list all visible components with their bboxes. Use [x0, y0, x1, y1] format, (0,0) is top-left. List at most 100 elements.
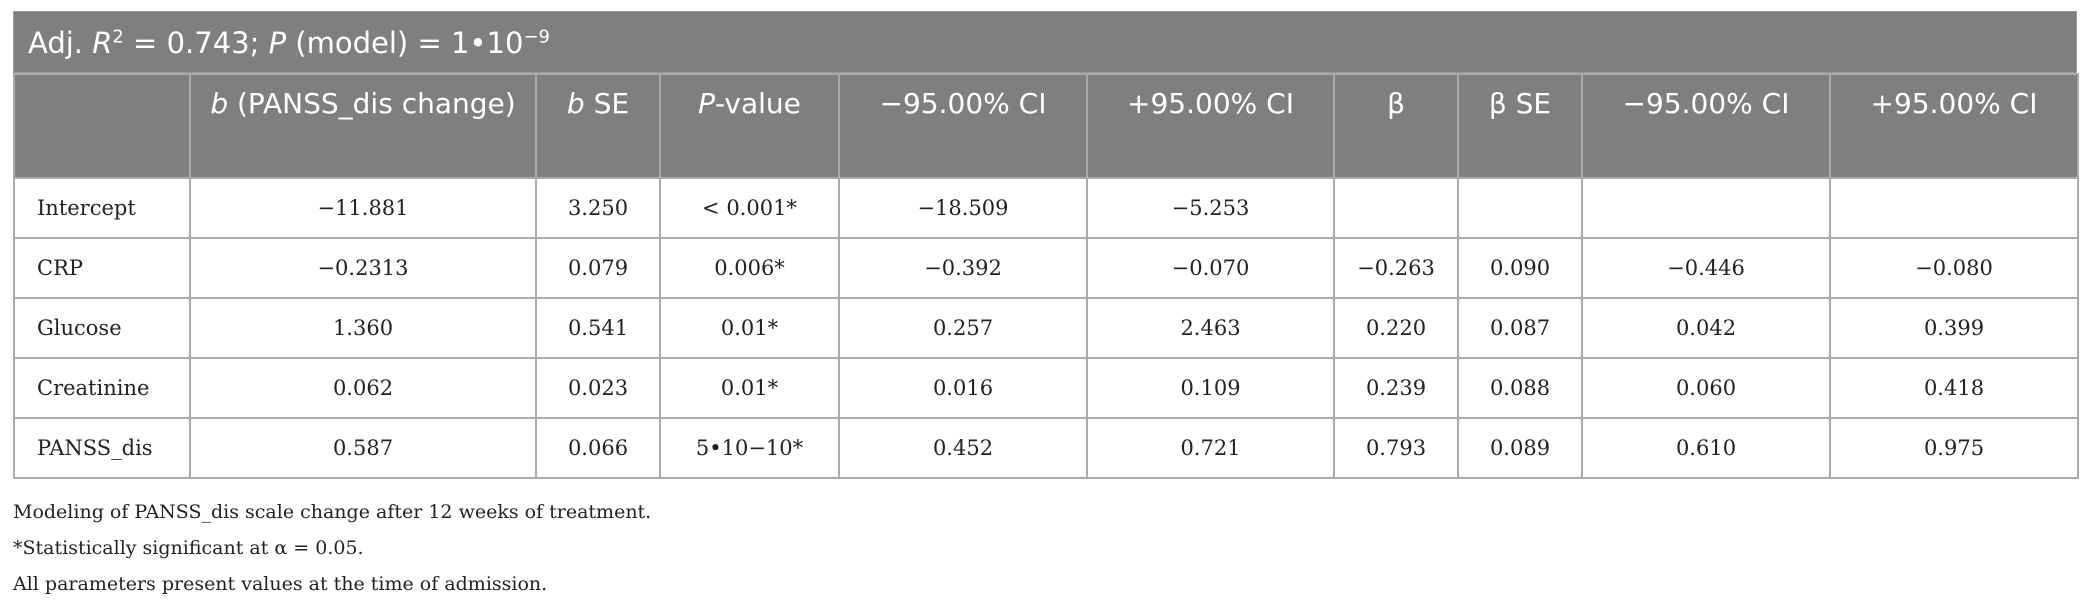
cell-value: 0.793: [1365, 436, 1427, 460]
header-text: SE: [584, 87, 630, 120]
cell-value: −0.080: [1915, 256, 1993, 280]
cell-value: 0.239: [1365, 376, 1427, 400]
table-cell: 0.066: [535, 417, 661, 479]
table-wrapper: Adj. R2 = 0.743; P (model) = 1•10−9 b (P…: [13, 11, 2079, 479]
table-cell: −18.509: [838, 177, 1088, 239]
cell-value: 0.023: [567, 376, 629, 400]
table-row: Creatinine 0.062 0.023 0.01* 0.016 0.109 0.239…: [13, 357, 2079, 419]
table-cell: 0.062: [189, 357, 537, 419]
table-cell: −5.253: [1086, 177, 1335, 239]
table-cell: 0.079: [535, 237, 661, 299]
header-text: −95.00% CI: [879, 87, 1047, 120]
table-cell: 0.088: [1457, 357, 1583, 419]
header-text: −95.00% CI: [1622, 87, 1790, 120]
cell-value: −0.070: [1171, 256, 1250, 280]
table-cell: 0.016: [838, 357, 1088, 419]
table-cell: 0.060: [1581, 357, 1831, 419]
table-cell: 0.610: [1581, 417, 1831, 479]
table-cell: Creatinine: [13, 357, 191, 419]
cell-value: 0.089: [1489, 436, 1551, 460]
table-cell: 0.220: [1333, 297, 1459, 359]
table-cell: −0.070: [1086, 237, 1335, 299]
header-text: b: [210, 87, 229, 120]
table-cell: 0.109: [1086, 357, 1335, 419]
cell-value: 0.01*: [720, 376, 779, 400]
table-cell: 0.090: [1457, 237, 1583, 299]
table-cell: 0.087: [1457, 297, 1583, 359]
table-cell: 0.089: [1457, 417, 1583, 479]
title-text: R: [92, 26, 113, 60]
table-cell: CRP: [13, 237, 191, 299]
table-cell: 0.023: [535, 357, 661, 419]
title-text: = 0.743;: [123, 26, 269, 60]
header-row: b (PANSS_dis change) b SE P-value −95.00% C…: [13, 73, 2079, 179]
header-cell: β: [1333, 73, 1459, 179]
cell-value: 0.541: [567, 316, 629, 340]
cell-value: 0.587: [332, 436, 394, 460]
header-cell: −95.00% CI: [838, 73, 1088, 179]
table-cell: 0.01*: [659, 357, 840, 419]
cell-value: 1.360: [332, 316, 394, 340]
cell-value: 0.721: [1180, 436, 1241, 460]
cell-value: 3.250: [567, 196, 629, 220]
table-cell: [1457, 177, 1583, 239]
table-cell: 0.541: [535, 297, 661, 359]
table-row: Intercept −11.881 3.250 < 0.001* −18.509 −5.2…: [13, 177, 2079, 239]
title-sup: 2: [112, 26, 124, 48]
table-cell: Glucose: [13, 297, 191, 359]
table-cell: 0.793: [1333, 417, 1459, 479]
cell-value: 0.399: [1923, 316, 1985, 340]
header-cell: [13, 73, 191, 179]
cell-value: 0.610: [1675, 436, 1737, 460]
header-text: P: [698, 87, 716, 120]
row-label: Intercept: [37, 196, 136, 220]
title-text: Adj.: [28, 26, 93, 60]
cell-value: 0.257: [932, 316, 994, 340]
header-text: β SE: [1488, 87, 1552, 120]
table-cell: 0.587: [189, 417, 537, 479]
cell-value: −0.392: [924, 256, 1002, 280]
table-cell: 0.452: [838, 417, 1088, 479]
table-cell: 0.399: [1829, 297, 2079, 359]
cell-value: 0.016: [932, 376, 994, 400]
data-table: b (PANSS_dis change) b SE P-value −95.00% C…: [13, 73, 2079, 479]
table-cell: 3.250: [535, 177, 661, 239]
table-cell: −0.080: [1829, 237, 2079, 299]
row-label: PANSS_dis: [37, 436, 153, 460]
cell-value: 0.042: [1675, 316, 1737, 340]
cell-value: −0.263: [1357, 256, 1435, 280]
table-title: Adj. R2 = 0.743; P (model) = 1•10−9: [13, 11, 2077, 73]
footnotes: Modeling of PANSS_dis scale change after…: [13, 494, 651, 602]
header-text: -value: [715, 87, 801, 120]
cell-value: 0.01*: [720, 316, 779, 340]
footnote: Modeling of PANSS_dis scale change after…: [13, 501, 652, 523]
cell-value: 0.109: [1180, 376, 1241, 400]
cell-value: 0.975: [1923, 436, 1985, 460]
cell-value: 0.006*: [714, 256, 785, 280]
table-cell: 0.257: [838, 297, 1088, 359]
cell-value: 0.088: [1489, 376, 1551, 400]
cell-value: 0.066: [567, 436, 629, 460]
header-cell: b (PANSS_dis change): [189, 73, 537, 179]
cell-value: 0.418: [1923, 376, 1985, 400]
header-cell: +95.00% CI: [1829, 73, 2079, 179]
table-cell: −0.2313: [189, 237, 537, 299]
table-cell: 0.01*: [659, 297, 840, 359]
table-cell: 5•10−10*: [659, 417, 840, 479]
header-cell: +95.00% CI: [1086, 73, 1335, 179]
footnote: *Statistically significant at α = 0.05.: [13, 537, 364, 559]
cell-value: −0.2313: [317, 256, 409, 280]
cell-value: −18.509: [917, 196, 1009, 220]
cell-value: 0.062: [332, 376, 394, 400]
table-row: Glucose 1.360 0.541 0.01* 0.257 2.463 0.220 0.0…: [13, 297, 2079, 359]
header-cell: −95.00% CI: [1581, 73, 1831, 179]
table-cell: 2.463: [1086, 297, 1335, 359]
table-cell: 0.975: [1829, 417, 2079, 479]
table-cell: 0.239: [1333, 357, 1459, 419]
table-cell: 0.006*: [659, 237, 840, 299]
row-label: Glucose: [37, 316, 122, 340]
table-cell: 1.360: [189, 297, 537, 359]
cell-value: 5•10−10*: [695, 436, 804, 460]
title-text: P: [268, 26, 287, 60]
header-cell: b SE: [535, 73, 661, 179]
